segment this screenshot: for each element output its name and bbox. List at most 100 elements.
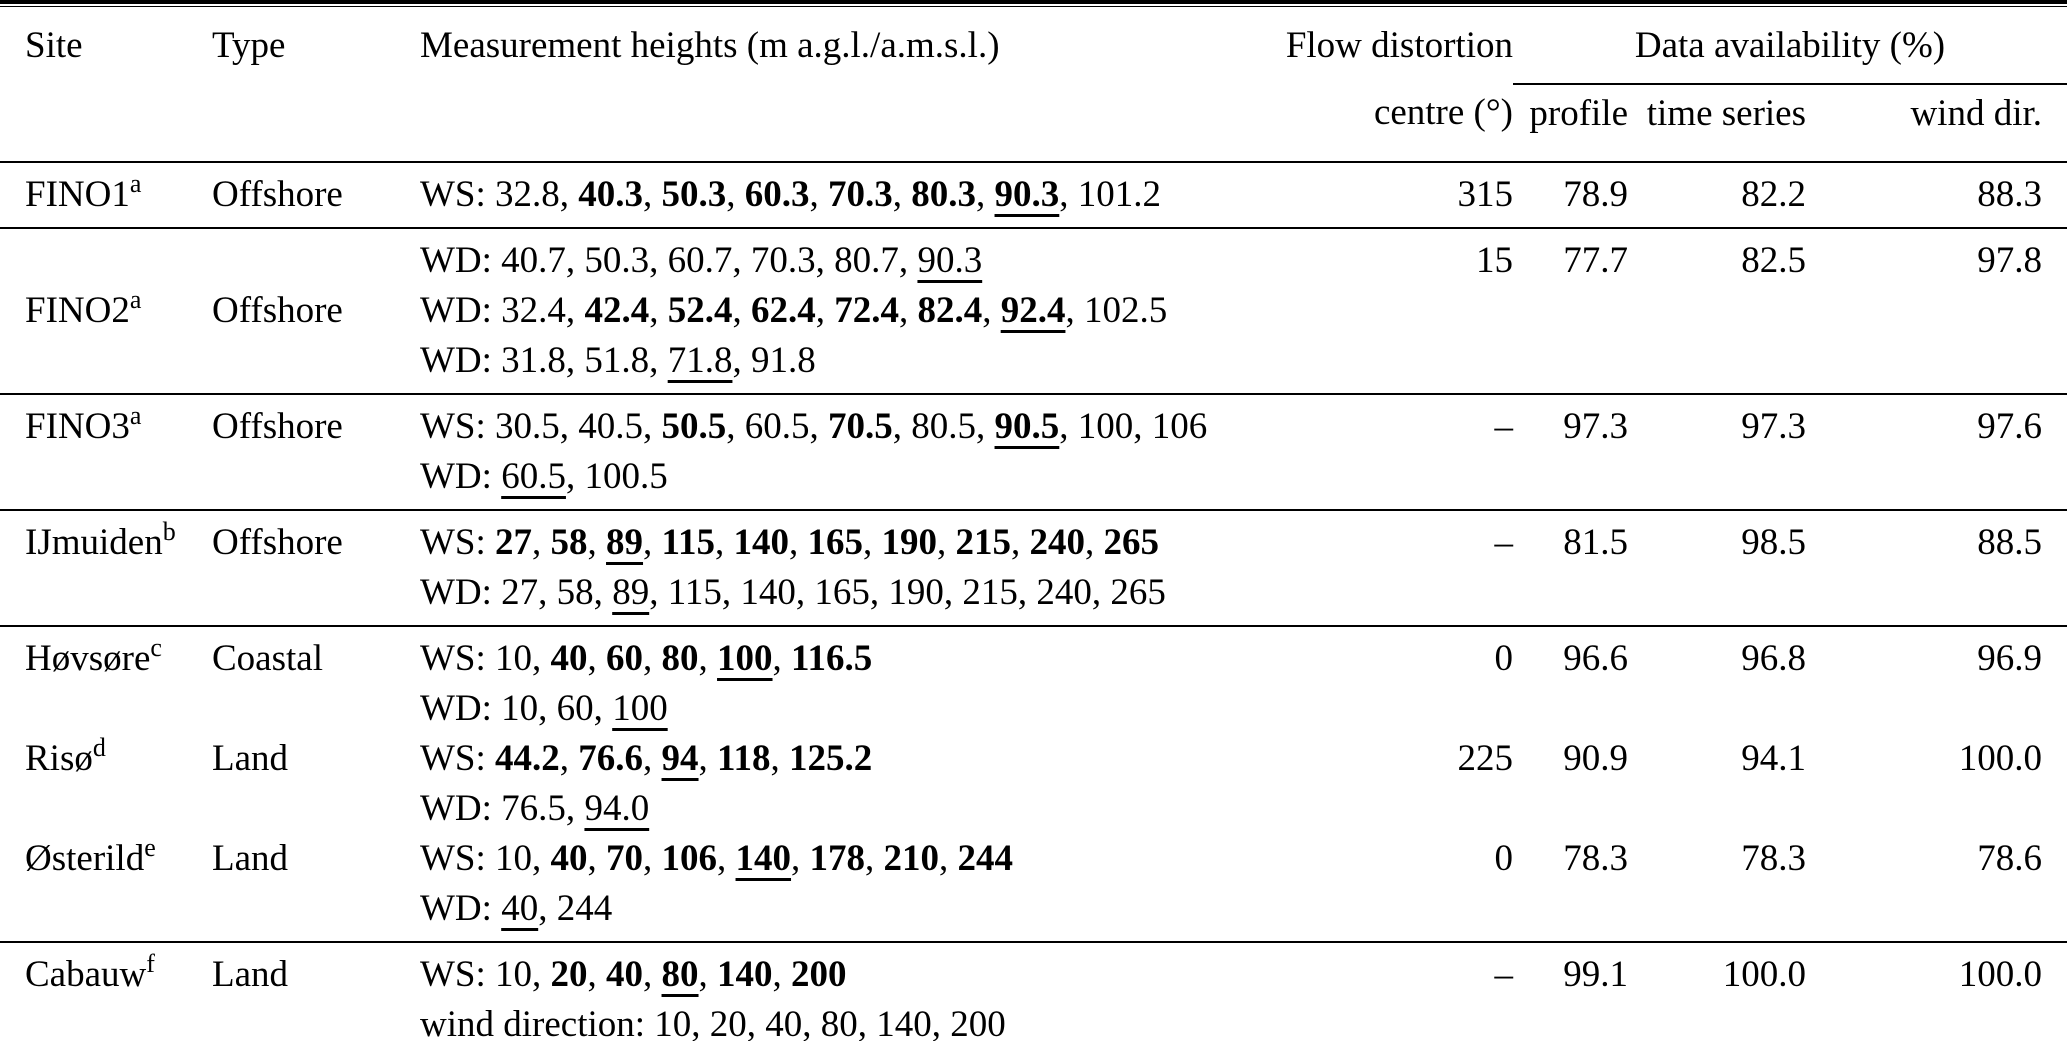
- heights-cell: WS: 27, 58, 89, 115, 140, 165, 190, 215,…: [420, 510, 1280, 626]
- flow-distortion-cell: –: [1494, 522, 1514, 563]
- height-value-segment: ,: [726, 174, 745, 215]
- site-cell: IJmuidenb: [25, 517, 176, 564]
- col-header-centre: centre (°): [1373, 92, 1513, 133]
- height-value-segment: 80: [661, 954, 699, 995]
- col-header-profile: profile: [1529, 93, 1628, 134]
- height-value-segment: 40.3: [578, 174, 644, 215]
- wind-dir-cell: 96.9: [1977, 638, 2042, 679]
- col-header-wind-dir: wind dir.: [1910, 93, 2042, 134]
- height-value-segment: ,: [649, 290, 668, 331]
- table-header: Site Type Measurement heights (m a.g.l./…: [0, 6, 2067, 162]
- table-row: FINO2a Offshore WD: 40.7, 50.3, 60.7, 70.3…: [0, 228, 2067, 394]
- height-value-segment: , 102.5: [1065, 290, 1168, 331]
- height-value-segment: ,: [643, 954, 662, 995]
- height-value-segment: WD:: [420, 456, 502, 497]
- type-cell: Land: [212, 738, 289, 779]
- site-footnote-marker: a: [129, 169, 142, 198]
- height-value-segment: 244: [957, 838, 1014, 879]
- height-value-segment: 89: [612, 572, 650, 613]
- height-value-segment: , 80.5,: [892, 406, 995, 447]
- profile-cell: 99.1: [1563, 954, 1628, 995]
- header-row-1: Site Type Measurement heights (m a.g.l./…: [0, 6, 2067, 85]
- site-cell: FINO1a: [25, 169, 142, 216]
- type-cell: Offshore: [212, 406, 343, 447]
- height-value-segment: , 100, 106: [1059, 406, 1208, 447]
- site-cell: Østerilde: [25, 833, 156, 880]
- height-value-segment: WD: 31.8, 51.8,: [420, 340, 668, 381]
- height-value-segment: ,: [1085, 522, 1104, 563]
- type-cell: Coastal: [212, 638, 323, 679]
- height-value-segment: 200: [791, 954, 847, 995]
- height-value-segment: ,: [982, 290, 1001, 331]
- height-value-segment: 178: [809, 838, 866, 879]
- height-value-segment: ,: [698, 738, 718, 779]
- height-value-segment: , 60.5,: [726, 406, 829, 447]
- height-value-segment: WD: 27, 58,: [420, 572, 613, 613]
- height-value-segment: WS: 10,: [420, 638, 551, 679]
- flow-distortion-cell: –: [1494, 954, 1514, 995]
- site-footnote-marker: f: [146, 949, 155, 978]
- height-value-segment: 215: [955, 522, 1012, 563]
- height-value-segment: 115: [661, 522, 715, 563]
- height-value-segment: ,: [643, 638, 662, 679]
- table-row: Østerilde Land WS: 10, 40, 70, 106, 140, 1…: [0, 834, 2067, 942]
- measurement-sites-table: Site Type Measurement heights (m a.g.l./…: [0, 6, 2067, 1041]
- wind-dir-cell: 100.0: [1958, 738, 2042, 779]
- site-cell: Høvsørec: [25, 633, 162, 680]
- height-value-segment: 70.5: [828, 406, 893, 447]
- height-value-segment: 190: [881, 522, 938, 563]
- heights-line: WS: 32.8, 40.3, 50.3, 60.3, 70.3, 80.3 , …: [420, 170, 1280, 220]
- height-value-segment: 71.8: [667, 340, 733, 381]
- height-value-segment: 58: [550, 522, 588, 563]
- time-series-cell: 82.5: [1741, 240, 1806, 281]
- site-cell: FINO2a: [25, 285, 142, 332]
- height-value-segment: WD: 10, 60,: [420, 688, 613, 729]
- height-value-segment: 240: [1029, 522, 1086, 563]
- time-series-cell: 98.5: [1741, 522, 1806, 563]
- time-series-cell: 82.2: [1741, 174, 1806, 215]
- time-series-cell: 97.3: [1741, 406, 1806, 447]
- profile-cell: 81.5: [1563, 522, 1628, 563]
- col-header-time-series: time series: [1646, 93, 1806, 134]
- height-value-segment: 40: [550, 638, 588, 679]
- heights-cell: WS: 32.8, 40.3, 50.3, 60.3, 70.3, 80.3 , …: [420, 162, 1280, 228]
- height-value-segment: ,: [815, 290, 835, 331]
- height-value-segment: 100: [717, 638, 773, 679]
- height-value-segment: ,: [643, 838, 662, 879]
- wind-dir-cell: 100.0: [1958, 954, 2042, 995]
- site-cell: Risød: [25, 733, 106, 780]
- height-value-segment: 60: [606, 638, 644, 679]
- flow-distortion-cell: 0: [1494, 838, 1514, 879]
- height-value-segment: 60.5: [501, 456, 566, 497]
- site-footnote-marker: a: [129, 285, 142, 314]
- height-value-segment: wind direction: 10, 20, 40,: [420, 1004, 821, 1041]
- height-value-segment: ,: [698, 954, 718, 995]
- height-value-segment: 140: [733, 522, 790, 563]
- heights-line: WD: 60.5, 100.5: [420, 452, 1280, 502]
- height-value-segment: WS: 10,: [420, 954, 551, 995]
- col-header-measurement-heights: Measurement heights (m a.g.l./a.m.s.l.): [420, 25, 1000, 66]
- site-footnote-marker: b: [162, 517, 176, 546]
- heights-line: WS: 27, 58, 89, 115, 140, 165, 190, 215,…: [420, 518, 1280, 568]
- heights-cell: WS: 10, 20, 40, 80, 140, 200 wind directi…: [420, 942, 1280, 1041]
- height-value-segment: 70: [606, 838, 644, 879]
- table-body: FINO1a Offshore WS: 32.8, 40.3, 50.3, 60.3…: [0, 162, 2067, 1041]
- height-value-segment: WS:: [420, 738, 496, 779]
- heights-line: WD: 40, 244: [420, 884, 1280, 934]
- heights-cell: WS: 44.2, 76.6, 94, 118, 125.2 WD: 76.5, …: [420, 734, 1280, 834]
- heights-line: WD: 31.8, 51.8, 71.8, 91.8: [420, 336, 1280, 386]
- height-value-segment: 60.3: [744, 174, 810, 215]
- height-value-segment: ,: [643, 738, 662, 779]
- profile-cell: 96.6: [1563, 638, 1628, 679]
- height-value-segment: 140: [735, 838, 792, 879]
- height-value-segment: 20: [550, 954, 588, 995]
- height-value-segment: 80: [820, 1004, 858, 1041]
- profile-cell: 77.7: [1563, 240, 1628, 281]
- height-value-segment: 125.2: [789, 738, 873, 779]
- height-value-segment: 40: [501, 888, 539, 929]
- height-value-segment: WD: 40.7, 50.3, 60.7, 70.3, 80.7,: [420, 240, 918, 281]
- height-value-segment: ,: [809, 174, 829, 215]
- heights-line: WD: 40.7, 50.3, 60.7, 70.3, 80.7, 90.3: [420, 236, 1280, 286]
- type-cell: Offshore: [212, 522, 343, 563]
